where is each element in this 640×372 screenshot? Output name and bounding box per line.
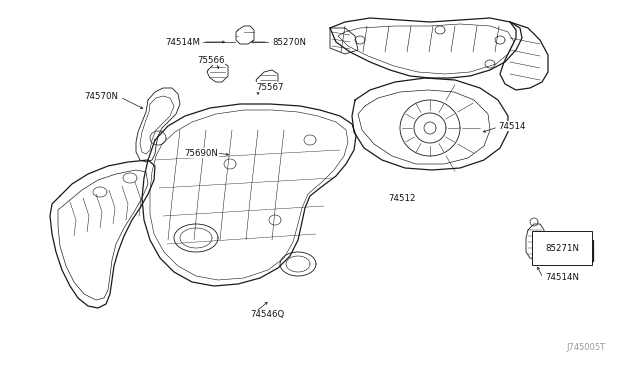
Text: 74570N: 74570N — [84, 92, 118, 100]
Text: 74512: 74512 — [388, 193, 415, 202]
Text: 74514: 74514 — [498, 122, 525, 131]
Text: 74546Q: 74546Q — [250, 311, 284, 320]
Text: J745005T: J745005T — [566, 343, 605, 353]
Text: 85271N: 85271N — [545, 244, 579, 253]
Text: 74514N: 74514N — [545, 273, 579, 282]
Text: 85270N: 85270N — [272, 38, 306, 46]
Text: 74514M: 74514M — [165, 38, 200, 46]
Text: 75567: 75567 — [256, 83, 284, 92]
Text: 75566: 75566 — [197, 55, 225, 64]
Text: 75690N: 75690N — [184, 148, 218, 157]
FancyBboxPatch shape — [540, 240, 593, 260]
